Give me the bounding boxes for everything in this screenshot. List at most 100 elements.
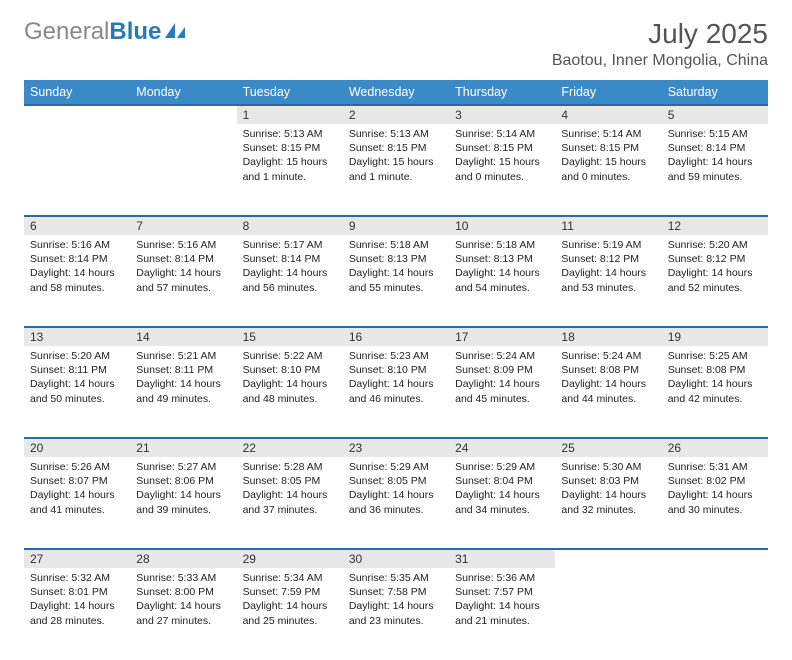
day-header: Wednesday [343,80,449,105]
day-number-cell: 29 [237,549,343,568]
day-content-cell [24,124,130,216]
sunrise-text: Sunrise: 5:20 AM [30,349,124,363]
sunrise-text: Sunrise: 5:36 AM [455,571,549,585]
sunrise-text: Sunrise: 5:28 AM [243,460,337,474]
day-number-cell [662,549,768,568]
day-content-cell: Sunrise: 5:33 AMSunset: 8:00 PMDaylight:… [130,568,236,660]
day-content-cell: Sunrise: 5:30 AMSunset: 8:03 PMDaylight:… [555,457,661,549]
sunset-text: Sunset: 8:07 PM [30,474,124,488]
day-number-cell: 23 [343,438,449,457]
daylight-text: Daylight: 14 hours and 55 minutes. [349,266,443,294]
daylight-text: Daylight: 14 hours and 54 minutes. [455,266,549,294]
day-content-cell: Sunrise: 5:14 AMSunset: 8:15 PMDaylight:… [555,124,661,216]
day-number-cell: 18 [555,327,661,346]
daylight-text: Daylight: 15 hours and 0 minutes. [561,155,655,183]
sunset-text: Sunset: 8:10 PM [349,363,443,377]
day-number-cell: 21 [130,438,236,457]
sunset-text: Sunset: 8:04 PM [455,474,549,488]
sunrise-text: Sunrise: 5:18 AM [455,238,549,252]
daylight-text: Daylight: 14 hours and 56 minutes. [243,266,337,294]
day-number-row: 13141516171819 [24,327,768,346]
day-number-cell: 2 [343,105,449,124]
day-number-cell: 22 [237,438,343,457]
logo: GeneralBlue [24,18,187,46]
day-number-cell: 1 [237,105,343,124]
sunrise-text: Sunrise: 5:25 AM [668,349,762,363]
day-header: Thursday [449,80,555,105]
daylight-text: Daylight: 14 hours and 57 minutes. [136,266,230,294]
daylight-text: Daylight: 14 hours and 45 minutes. [455,377,549,405]
day-number-cell: 27 [24,549,130,568]
day-content-cell: Sunrise: 5:25 AMSunset: 8:08 PMDaylight:… [662,346,768,438]
sunrise-text: Sunrise: 5:30 AM [561,460,655,474]
daylight-text: Daylight: 14 hours and 53 minutes. [561,266,655,294]
day-number-cell: 31 [449,549,555,568]
sunset-text: Sunset: 8:08 PM [668,363,762,377]
day-number-row: 6789101112 [24,216,768,235]
sunrise-text: Sunrise: 5:14 AM [455,127,549,141]
daylight-text: Daylight: 14 hours and 28 minutes. [30,599,124,627]
day-content-row: Sunrise: 5:32 AMSunset: 8:01 PMDaylight:… [24,568,768,660]
sunset-text: Sunset: 8:08 PM [561,363,655,377]
sunset-text: Sunset: 8:10 PM [243,363,337,377]
sunrise-text: Sunrise: 5:21 AM [136,349,230,363]
day-content-cell: Sunrise: 5:15 AMSunset: 8:14 PMDaylight:… [662,124,768,216]
sunset-text: Sunset: 8:13 PM [455,252,549,266]
sunset-text: Sunset: 8:12 PM [668,252,762,266]
sunset-text: Sunset: 8:15 PM [243,141,337,155]
sunrise-text: Sunrise: 5:29 AM [349,460,443,474]
day-number-row: 12345 [24,105,768,124]
day-header: Friday [555,80,661,105]
sunrise-text: Sunrise: 5:24 AM [561,349,655,363]
sunset-text: Sunset: 8:14 PM [30,252,124,266]
sunset-text: Sunset: 8:01 PM [30,585,124,599]
day-content-row: Sunrise: 5:20 AMSunset: 8:11 PMDaylight:… [24,346,768,438]
day-content-cell: Sunrise: 5:13 AMSunset: 8:15 PMDaylight:… [343,124,449,216]
daylight-text: Daylight: 14 hours and 46 minutes. [349,377,443,405]
sunset-text: Sunset: 7:58 PM [349,585,443,599]
sunset-text: Sunset: 8:00 PM [136,585,230,599]
sunset-text: Sunset: 8:11 PM [30,363,124,377]
daylight-text: Daylight: 14 hours and 42 minutes. [668,377,762,405]
day-number-cell: 12 [662,216,768,235]
day-number-cell: 13 [24,327,130,346]
daylight-text: Daylight: 14 hours and 41 minutes. [30,488,124,516]
sunrise-text: Sunrise: 5:16 AM [136,238,230,252]
sunrise-text: Sunrise: 5:33 AM [136,571,230,585]
daylight-text: Daylight: 14 hours and 39 minutes. [136,488,230,516]
daylight-text: Daylight: 14 hours and 27 minutes. [136,599,230,627]
sunrise-text: Sunrise: 5:27 AM [136,460,230,474]
day-number-row: 2728293031 [24,549,768,568]
daylight-text: Daylight: 14 hours and 52 minutes. [668,266,762,294]
day-content-cell: Sunrise: 5:29 AMSunset: 8:04 PMDaylight:… [449,457,555,549]
day-content-row: Sunrise: 5:16 AM Sunset: 8:14 PM Daylight:… [24,235,768,327]
daylight-text: Daylight: 15 hours and 1 minute. [349,155,443,183]
day-number-cell: 16 [343,327,449,346]
sunset-text: Sunset: 8:15 PM [561,141,655,155]
sunset-text: Sunset: 7:59 PM [243,585,337,599]
sunset-text: Sunset: 8:14 PM [668,141,762,155]
day-number-row: 20212223242526 [24,438,768,457]
day-number-cell: 28 [130,549,236,568]
day-content-cell: Sunrise: 5:23 AMSunset: 8:10 PMDaylight:… [343,346,449,438]
day-content-cell: Sunrise: 5:36 AMSunset: 7:57 PMDaylight:… [449,568,555,660]
daylight-text: Daylight: 14 hours and 32 minutes. [561,488,655,516]
day-content-cell: Sunrise: 5:22 AMSunset: 8:10 PMDaylight:… [237,346,343,438]
day-content-cell [130,124,236,216]
day-number-cell: 20 [24,438,130,457]
sunrise-text: Sunrise: 5:29 AM [455,460,549,474]
day-content-cell: Sunrise: 5:14 AMSunset: 8:15 PMDaylight:… [449,124,555,216]
day-content-cell: Sunrise: 5:20 AMSunset: 8:12 PMDaylight:… [662,235,768,327]
sunset-text: Sunset: 8:11 PM [136,363,230,377]
day-content-cell: Sunrise: 5:16 AMSunset: 8:14 PMDaylight:… [24,235,130,327]
day-number-cell [555,549,661,568]
sunset-text: Sunset: 8:05 PM [243,474,337,488]
sunrise-text: Sunrise: 5:32 AM [30,571,124,585]
day-number-cell: 4 [555,105,661,124]
daylight-text: Daylight: 14 hours and 49 minutes. [136,377,230,405]
daylight-text: Daylight: 14 hours and 36 minutes. [349,488,443,516]
logo-part1: General [24,18,109,45]
day-content-cell: Sunrise: 5:24 AMSunset: 8:08 PMDaylight:… [555,346,661,438]
sunrise-text: Sunrise: 5:35 AM [349,571,443,585]
day-number-cell: 14 [130,327,236,346]
